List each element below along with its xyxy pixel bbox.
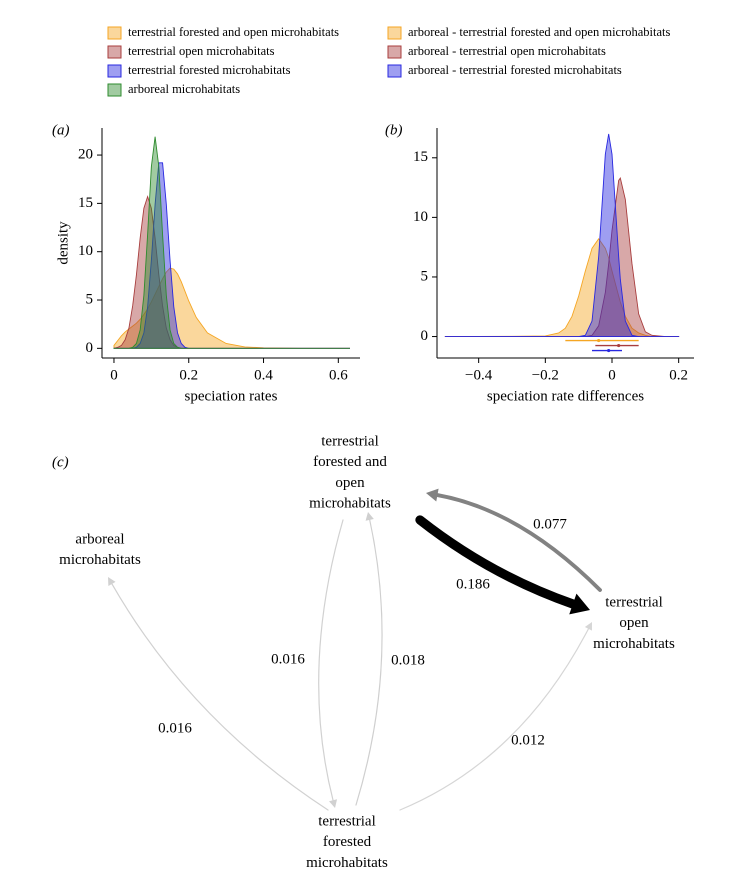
edge-arrowhead <box>329 799 338 808</box>
edge-label: 0.018 <box>391 652 425 668</box>
x-tick-label: 0.2 <box>669 367 688 383</box>
interval-point <box>597 338 601 343</box>
node-label: arboreal <box>75 531 124 547</box>
node-label: open <box>619 615 649 631</box>
y-tick-label: 10 <box>413 209 428 225</box>
density-area <box>113 267 350 349</box>
x-tick-label: 0 <box>608 367 616 383</box>
panel-label: (b) <box>385 122 403 138</box>
legend-swatch <box>107 45 122 59</box>
density-area <box>113 136 350 349</box>
density-area <box>444 133 680 337</box>
interval-point <box>617 343 621 348</box>
legend-label: terrestrial forested and open microhabit… <box>128 25 339 39</box>
y-tick-label: 0 <box>86 340 94 356</box>
legend-swatch <box>107 64 122 78</box>
edge <box>399 628 590 811</box>
edge-arrowhead <box>426 488 439 502</box>
node-label: forested and <box>313 454 387 470</box>
node-label: microhabitats <box>306 855 388 871</box>
x-tick-label: 0 <box>110 367 118 383</box>
edge-label: 0.012 <box>511 732 545 748</box>
edge-label: 0.186 <box>456 576 490 592</box>
edge <box>318 519 344 801</box>
y-axis-label: density <box>55 221 71 265</box>
x-tick-label: −0.2 <box>532 367 559 383</box>
x-axis-label: speciation rates <box>185 388 278 404</box>
node-label: microhabitats <box>593 636 675 652</box>
legend-swatch <box>387 26 402 40</box>
edge <box>355 519 383 806</box>
edge-arrowhead <box>108 577 116 586</box>
node-label: microhabitats <box>59 552 141 568</box>
legend-label: arboreal - terrestrial forested and open… <box>408 25 671 39</box>
legend-label: terrestrial forested microhabitats <box>128 63 291 77</box>
node-label: microhabitats <box>309 496 391 512</box>
edge <box>435 493 602 592</box>
y-tick-label: 15 <box>78 195 93 211</box>
x-tick-label: 0.6 <box>329 367 348 383</box>
x-tick-label: 0.4 <box>254 367 273 383</box>
x-tick-label: 0.2 <box>179 367 198 383</box>
y-tick-label: 10 <box>78 243 93 259</box>
legend-swatch <box>107 26 122 40</box>
y-tick-label: 5 <box>421 268 429 284</box>
edge-label: 0.016 <box>271 651 305 667</box>
y-tick-label: 0 <box>421 328 429 344</box>
y-tick-label: 20 <box>78 146 93 162</box>
node-label: terrestrial <box>318 813 375 829</box>
node-label: terrestrial <box>321 433 378 449</box>
interval-point <box>607 348 611 353</box>
legend-swatch <box>387 64 402 78</box>
legend-label: arboreal - terrestrial forested microhab… <box>408 63 622 77</box>
edge-arrowhead <box>365 512 374 521</box>
edge <box>111 583 329 811</box>
legend-label: terrestrial open microhabitats <box>128 44 275 58</box>
x-tick-label: −0.4 <box>465 367 493 383</box>
y-tick-label: 15 <box>413 149 428 165</box>
edge-arrowhead <box>584 622 592 631</box>
x-axis-label: speciation rate differences <box>487 388 644 404</box>
node-label: terrestrial <box>605 594 662 610</box>
node-label: forested <box>323 834 372 850</box>
edge-label: 0.016 <box>158 720 192 736</box>
edge <box>415 515 578 609</box>
density-area <box>444 238 680 338</box>
legend-label: arboreal - terrestrial open microhabitat… <box>408 44 606 58</box>
panel-label: (a) <box>52 122 70 138</box>
legend-swatch <box>107 83 122 97</box>
node-label: open <box>335 475 365 491</box>
legend-label: arboreal microhabitats <box>128 82 240 96</box>
edge-arrowhead <box>569 593 590 615</box>
panel-label: (c) <box>52 454 69 470</box>
edge-label: 0.077 <box>533 516 567 532</box>
y-tick-label: 5 <box>86 291 94 307</box>
legend-swatch <box>387 45 402 59</box>
density-area <box>444 176 680 337</box>
